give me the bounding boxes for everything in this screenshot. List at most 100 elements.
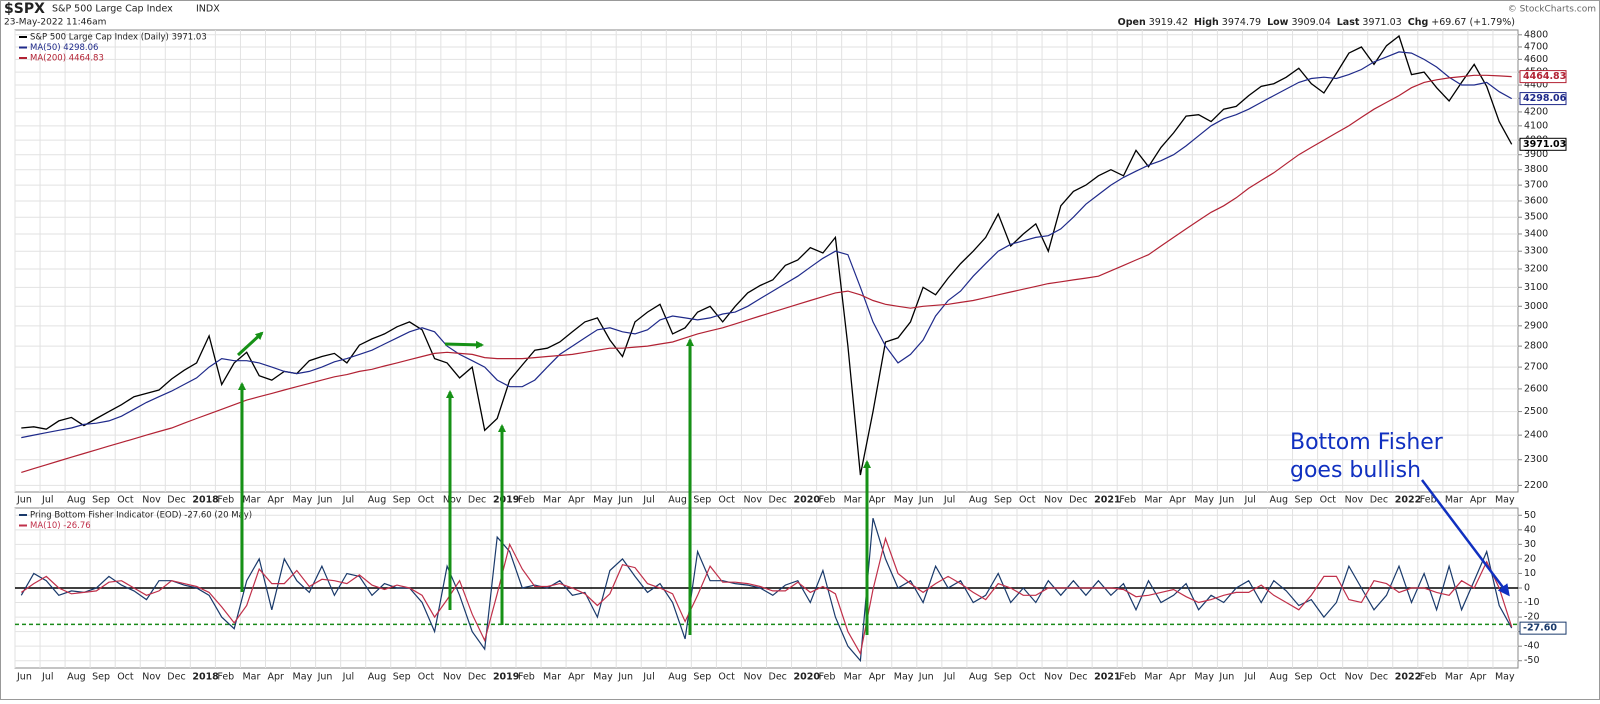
x-tick-label: Aug [368, 495, 387, 506]
x-tick-label: Feb [217, 495, 234, 506]
y-tick-label: 20 [1524, 553, 1536, 564]
x-tick-label: Sep [92, 672, 110, 683]
x-tick-label: Sep [393, 495, 411, 506]
x-tick-label: Oct [117, 495, 134, 506]
x-tick-label: 2018 [192, 672, 219, 683]
arrow [1421, 479, 1510, 597]
y-tick-label: 4100 [1524, 120, 1548, 131]
x-tick-label: Jul [943, 495, 955, 506]
y-tick-label: 4400 [1524, 80, 1548, 91]
x-tick-label: Jul [1243, 672, 1255, 683]
x-tick-label: Apr [1470, 495, 1487, 506]
x-tick-label: Oct [718, 672, 735, 683]
y-tick-label: 3100 [1524, 282, 1548, 293]
last-value-box [1519, 92, 1567, 106]
series-line [20, 536, 1513, 656]
y-tick-label: 3700 [1524, 180, 1548, 191]
y-tick-label: 3800 [1524, 164, 1548, 175]
x-tick-label: Jun [617, 672, 633, 683]
y-tick-label: 3500 [1524, 212, 1548, 223]
x-tick-label: Jul [342, 672, 354, 683]
x-tick-label: Jun [1218, 672, 1234, 683]
x-tick-label: Jun [918, 495, 934, 506]
x-tick-label: Sep [1295, 495, 1313, 506]
x-tick-label: Jun [617, 495, 633, 506]
x-tick-label: Dec [1069, 672, 1087, 683]
y-tick-label: -40 [1524, 641, 1540, 652]
index-name: S&P 500 Large Cap Index [52, 4, 173, 15]
quote-line: Open 3919.42 High 3974.79 Low 3909.04 Last 3971… [1118, 17, 1515, 28]
x-tick-label: Apr [268, 495, 285, 506]
x-tick-label: Aug [67, 672, 86, 683]
x-tick-label: Apr [869, 672, 886, 683]
x-tick-label: Nov [1044, 672, 1063, 683]
exchange: INDX [196, 4, 220, 15]
y-tick-label: 2200 [1524, 480, 1548, 491]
x-tick-label: Jun [1218, 495, 1234, 506]
x-tick-label: 2021 [1094, 495, 1120, 506]
y-tick-label: 3300 [1524, 246, 1548, 257]
x-tick-label: May [1194, 495, 1214, 506]
y-tick-label: 4200 [1524, 106, 1548, 117]
x-tick-label: Mar [1445, 672, 1463, 683]
x-tick-label: Mar [1445, 495, 1463, 506]
quote-label: Last [1337, 17, 1360, 28]
quote-label: Open [1118, 17, 1146, 28]
x-tick-label: Aug [668, 672, 687, 683]
x-tick-label: Aug [668, 495, 687, 506]
x-tick-label: May [293, 495, 313, 506]
y-tick-label: 2900 [1524, 320, 1548, 331]
x-tick-label: Jun [16, 495, 32, 506]
quote-label: High [1194, 17, 1219, 28]
x-tick-label: Mar [242, 495, 260, 506]
x-tick-label: 2019 [493, 495, 519, 506]
x-tick-label: Sep [1295, 672, 1313, 683]
x-tick-label: Dec [769, 672, 787, 683]
annotation: Bottom Fisher [1290, 430, 1444, 455]
x-tick-label: Oct [418, 495, 435, 506]
x-tick-label: Aug [1270, 495, 1289, 506]
x-tick-label: Dec [1069, 495, 1087, 506]
x-tick-label: May [894, 495, 914, 506]
x-tick-label: May [1194, 672, 1214, 683]
y-tick-label: 3200 [1524, 263, 1548, 274]
last-value-box [1519, 137, 1567, 151]
x-tick-label: May [593, 672, 613, 683]
series-line [21, 34, 1513, 476]
x-tick-label: Jul [41, 495, 53, 506]
x-tick-label: Mar [242, 672, 260, 683]
x-tick-label: Sep [994, 495, 1012, 506]
x-tick-label: Feb [217, 672, 234, 683]
x-tick-label: Dec [167, 495, 185, 506]
x-tick-label: Mar [844, 495, 862, 506]
x-tick-label: Jul [342, 495, 354, 506]
x-tick-label: Aug [67, 495, 86, 506]
x-tick-label: Mar [543, 495, 561, 506]
x-tick-label: Jun [16, 672, 32, 683]
x-tick-label: 2018 [192, 495, 219, 506]
x-tick-label: Jul [642, 495, 654, 506]
x-tick-label: Dec [468, 672, 486, 683]
x-tick-label: 2020 [794, 495, 821, 506]
x-tick-label: Mar [844, 672, 862, 683]
quote-value: 3974.79 [1222, 17, 1261, 28]
x-tick-label: Oct [718, 495, 735, 506]
x-tick-label: Feb [1420, 672, 1437, 683]
x-tick-label: Feb [819, 672, 836, 683]
series-line [21, 74, 1512, 473]
x-tick-label: Sep [994, 672, 1012, 683]
x-tick-label: Jun [317, 495, 333, 506]
x-tick-label: Apr [869, 495, 886, 506]
y-tick-label: 30 [1524, 539, 1536, 550]
y-tick-label: 3400 [1524, 228, 1548, 239]
x-tick-label: Apr [268, 672, 285, 683]
x-tick-label: 2019 [493, 672, 519, 683]
y-tick-label: -10 [1524, 597, 1540, 608]
x-tick-label: Dec [1370, 672, 1388, 683]
y-tick-label: 40 [1524, 524, 1536, 535]
y-tick-label: 4700 [1524, 41, 1548, 52]
x-tick-label: May [894, 672, 914, 683]
series-line [20, 518, 1513, 663]
